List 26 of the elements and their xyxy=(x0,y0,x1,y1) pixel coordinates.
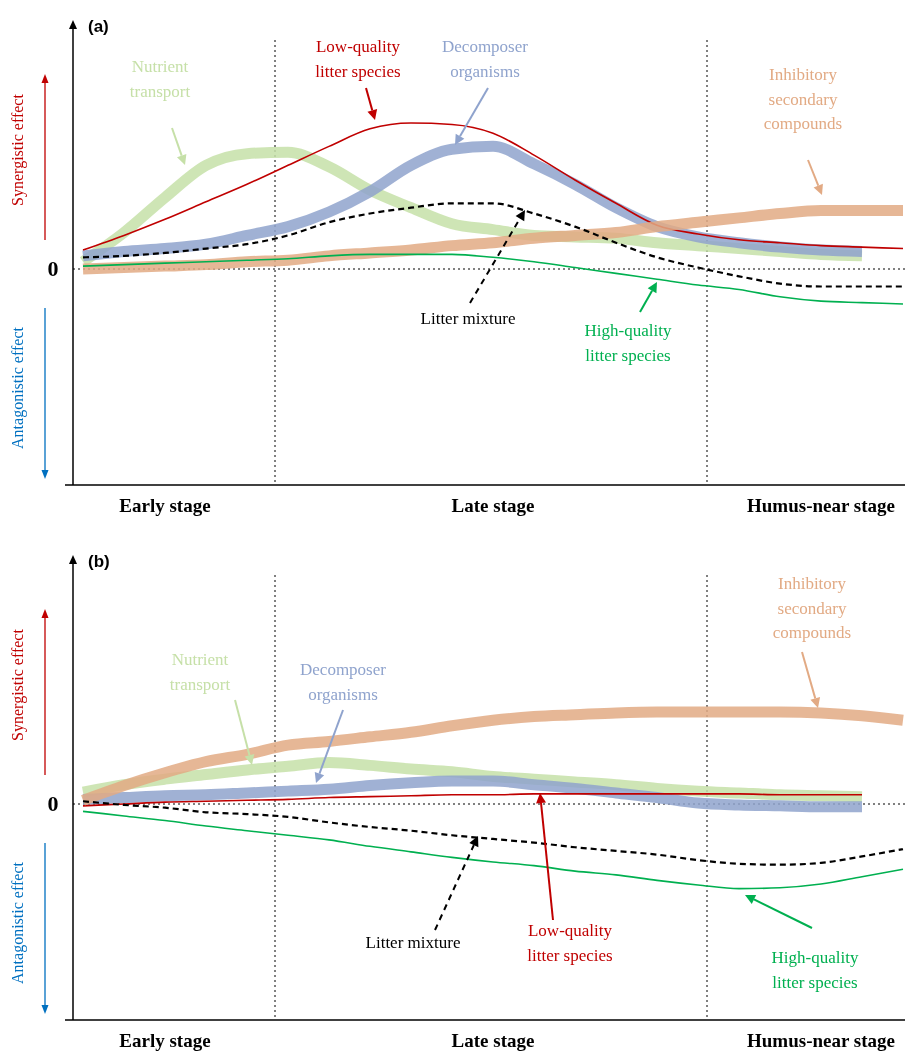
legend-label: High-quality litter species xyxy=(584,321,672,365)
text: Synergistic effect xyxy=(9,628,27,741)
x-tick-label: Early stage xyxy=(119,1030,211,1051)
text: Low-quality litter species xyxy=(527,921,613,965)
legend-label: High-quality litter species xyxy=(771,948,859,992)
x-tick-label: Humus-near stage xyxy=(747,1030,895,1051)
x-tick-label: Humus-near stage xyxy=(747,495,895,516)
text: Nutrient transport xyxy=(169,650,231,694)
text: Decomposer organisms xyxy=(442,37,529,81)
text: Low-quality litter species xyxy=(315,37,401,81)
x-tick-label: Late stage xyxy=(451,1030,535,1051)
x-tick-label: Early stage xyxy=(119,495,211,516)
text: Inhibitory secondary compounds xyxy=(772,574,852,642)
text: Synergistic effect xyxy=(9,93,27,206)
text: Antagonistic effect xyxy=(9,326,27,449)
ref-line-label: 0 xyxy=(47,791,59,816)
text: Nutrient transport xyxy=(129,57,191,101)
x-tick-label: Late stage xyxy=(451,495,535,516)
text: Antagonistic effect xyxy=(9,861,27,984)
ref-line-label: 0 xyxy=(47,256,59,281)
chart-title: (b) xyxy=(88,552,110,571)
text: Inhibitory secondary compounds xyxy=(763,65,843,133)
text: Decomposer organisms xyxy=(300,660,387,704)
chart-title: (a) xyxy=(88,17,109,36)
text: Litter mixture xyxy=(365,933,461,952)
text: Litter mixture xyxy=(420,309,516,328)
